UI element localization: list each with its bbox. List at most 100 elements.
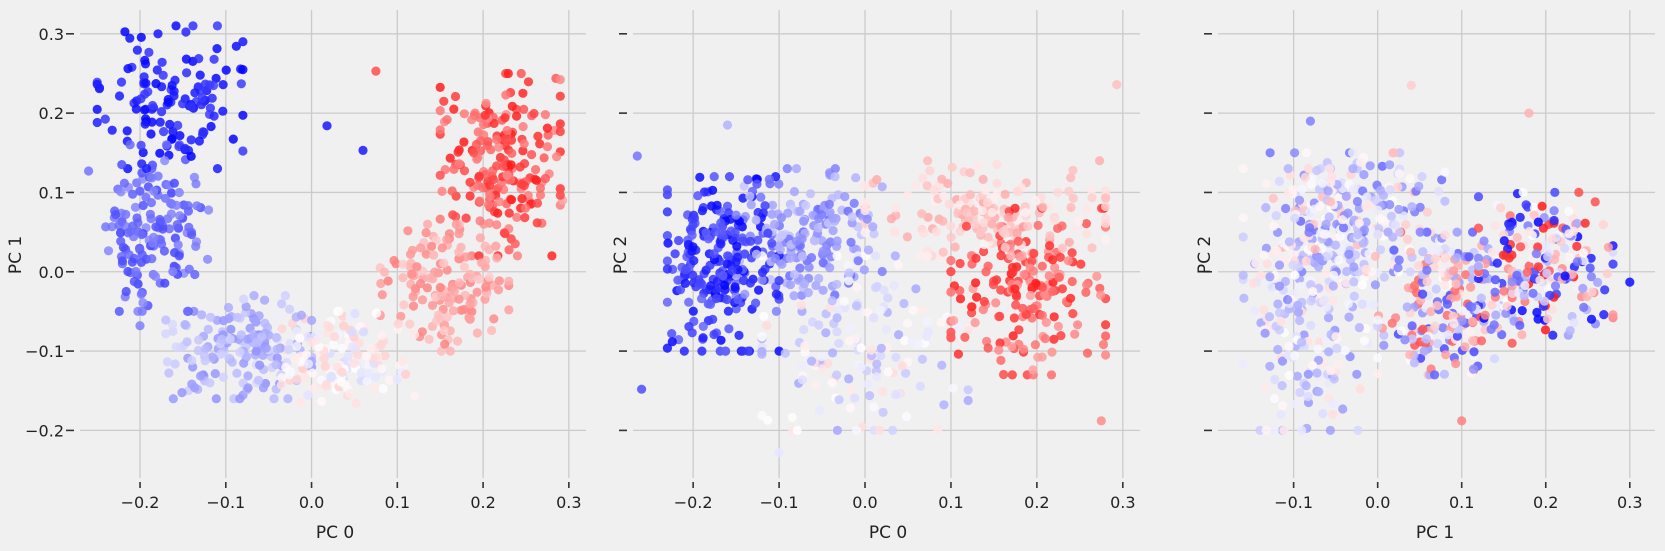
scatter-point — [191, 241, 201, 251]
scatter-point — [535, 183, 546, 193]
scatter-point — [1464, 252, 1474, 262]
scatter-point — [876, 343, 886, 353]
scatter-point — [1457, 306, 1468, 316]
scatter-point — [746, 236, 756, 246]
scatter-point — [1394, 204, 1404, 214]
scatter-point — [792, 425, 802, 435]
scatter-point — [662, 264, 673, 274]
scatter-point — [1101, 193, 1111, 203]
scatter-point — [733, 295, 743, 305]
scatter-point — [114, 306, 124, 316]
scatter-point — [1379, 340, 1389, 350]
scatter-point — [243, 371, 253, 381]
scatter-point — [1476, 293, 1486, 303]
scatter-point — [212, 44, 222, 54]
scatter-point — [845, 403, 855, 413]
scatter-point — [1008, 331, 1018, 341]
scatter-point — [844, 276, 854, 286]
scatter-point — [271, 360, 281, 370]
scatter-point — [165, 119, 175, 129]
scatter-point — [1487, 300, 1497, 310]
scatter-point — [1524, 227, 1534, 237]
x-tick-label: −0.2 — [674, 493, 713, 512]
scatter-point — [856, 343, 866, 353]
scatter-point — [774, 276, 784, 286]
scatter-point — [1273, 299, 1283, 309]
scatter-point — [1545, 290, 1555, 300]
scatter-point — [370, 372, 380, 382]
scatter-point — [1521, 200, 1531, 210]
scatter-point — [177, 388, 187, 398]
scatter-point — [116, 77, 127, 87]
scatter-point — [917, 305, 928, 315]
scatter-point — [1441, 350, 1451, 360]
scatter-point — [1284, 237, 1294, 247]
scatter-point — [1054, 272, 1064, 282]
scatter-point — [1313, 355, 1324, 365]
scatter-point — [1295, 315, 1305, 326]
scatter-point — [1533, 217, 1543, 227]
scatter-point — [1443, 330, 1453, 340]
scatter-point — [1405, 173, 1415, 184]
scatter-point — [877, 266, 887, 277]
scatter-point — [459, 109, 469, 119]
scatter-point — [469, 148, 479, 158]
scatter-point — [500, 113, 510, 123]
scatter-point — [1542, 268, 1552, 278]
scatter-point — [1448, 311, 1458, 321]
scatter-point — [161, 315, 171, 325]
scatter-point — [148, 100, 158, 111]
scatter-point — [800, 347, 810, 357]
scatter-point — [491, 241, 501, 251]
x-tick-label: 0.0 — [852, 493, 877, 512]
scatter-point — [499, 228, 509, 238]
scatter-point — [1082, 280, 1092, 290]
scatter-point — [871, 282, 881, 293]
scatter-point — [501, 90, 511, 100]
scatter-point — [472, 328, 482, 338]
scatter-point — [1064, 237, 1074, 247]
scatter-point — [454, 294, 464, 304]
scatter-point — [1492, 258, 1502, 268]
scatter-point — [1438, 323, 1448, 333]
scatter-point — [1053, 223, 1063, 233]
scatter-point — [1095, 156, 1105, 166]
scatter-point — [1274, 260, 1285, 270]
scatter-point — [868, 222, 878, 232]
scatter-point — [1040, 334, 1050, 344]
scatter-point — [1265, 272, 1275, 282]
scatter-point — [1301, 148, 1311, 158]
scatter-point — [138, 147, 148, 158]
scatter-point — [1415, 227, 1425, 237]
scatter-point — [752, 179, 762, 189]
scatter-point — [168, 127, 178, 137]
scatter-point — [555, 119, 565, 129]
scatter-point — [296, 398, 306, 408]
scatter-point — [827, 378, 837, 388]
scatter-point — [277, 373, 287, 383]
scatter-point — [1248, 278, 1258, 288]
scatter-point — [459, 304, 469, 315]
scatter-point — [1101, 234, 1111, 245]
scatter-point — [1432, 338, 1443, 349]
scatter-point — [821, 328, 831, 338]
scatter-point — [1430, 370, 1440, 380]
scatter-point — [284, 344, 294, 355]
scatter-point — [1369, 300, 1379, 310]
scatter-point — [814, 406, 825, 416]
scatter-point — [1353, 425, 1363, 435]
scatter-point — [877, 182, 887, 192]
scatter-point — [125, 140, 135, 150]
scatter-point — [1313, 344, 1323, 354]
scatter-point — [517, 194, 527, 204]
scatter-point — [471, 139, 482, 149]
scatter-point — [261, 343, 271, 353]
scatter-point — [1264, 312, 1275, 322]
scatter-point — [1324, 212, 1334, 222]
scatter-point — [946, 221, 956, 231]
scatter-point — [1044, 271, 1054, 281]
scatter-point — [158, 224, 168, 234]
scatter-point — [481, 98, 491, 108]
scatter-point — [876, 305, 886, 315]
scatter-point — [136, 140, 146, 150]
